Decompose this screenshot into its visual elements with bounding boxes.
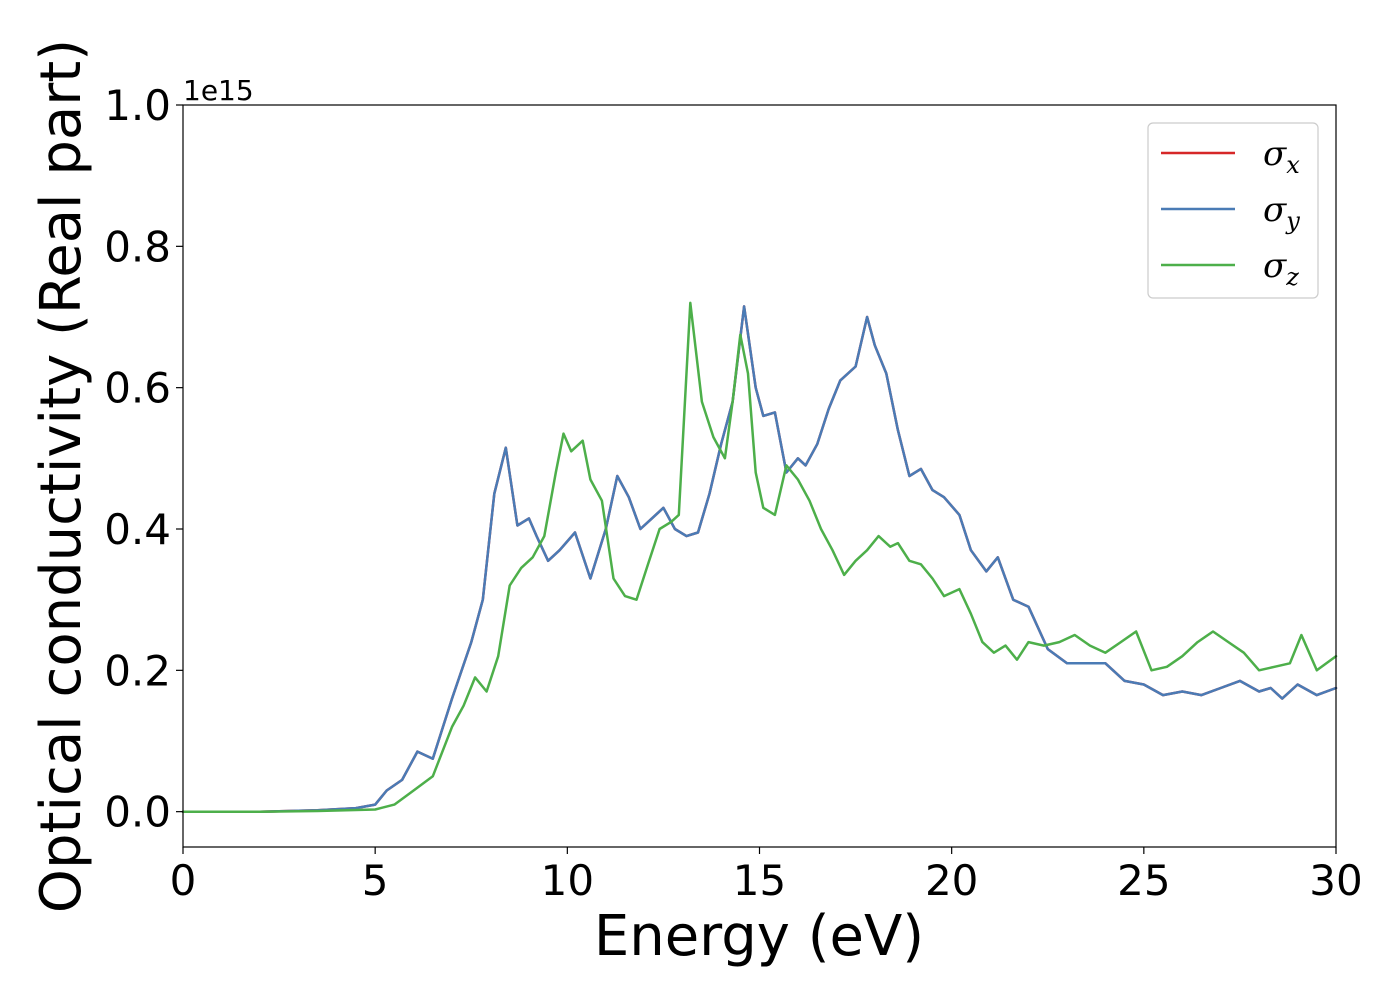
x-tick-label: 30 (1309, 856, 1362, 905)
x-tick-label: 0 (170, 856, 197, 905)
x-tick-label: 15 (733, 856, 786, 905)
y-tick-label: 0.8 (104, 222, 171, 271)
y-tick-label: 1.0 (104, 81, 171, 130)
x-tick-label: 20 (925, 856, 978, 905)
x-axis-title: Energy (eV) (594, 904, 924, 969)
y-tick-label: 0.0 (104, 788, 171, 837)
x-tick-label: 10 (541, 856, 594, 905)
y-axis-title: Optical conductivity (Real part) (29, 39, 94, 913)
legend-label-y: σy (1263, 190, 1300, 235)
series-line-x (181, 305, 1338, 813)
y-tick-label: 0.6 (104, 364, 171, 413)
legend-box (1147, 122, 1319, 299)
series-line-z (181, 301, 1338, 813)
y-tick-label: 0.2 (104, 646, 171, 695)
x-tick-label: 25 (1117, 856, 1170, 905)
legend-label-z: σz (1263, 246, 1299, 291)
series-line-y (181, 305, 1338, 813)
y-axis-offset-text: 1e15 (183, 74, 254, 107)
legend-label-x: σx (1263, 134, 1300, 179)
legend: σx σy σz (1147, 122, 1319, 299)
y-tick-label: 0.4 (104, 505, 171, 554)
x-tick-label: 5 (362, 856, 389, 905)
